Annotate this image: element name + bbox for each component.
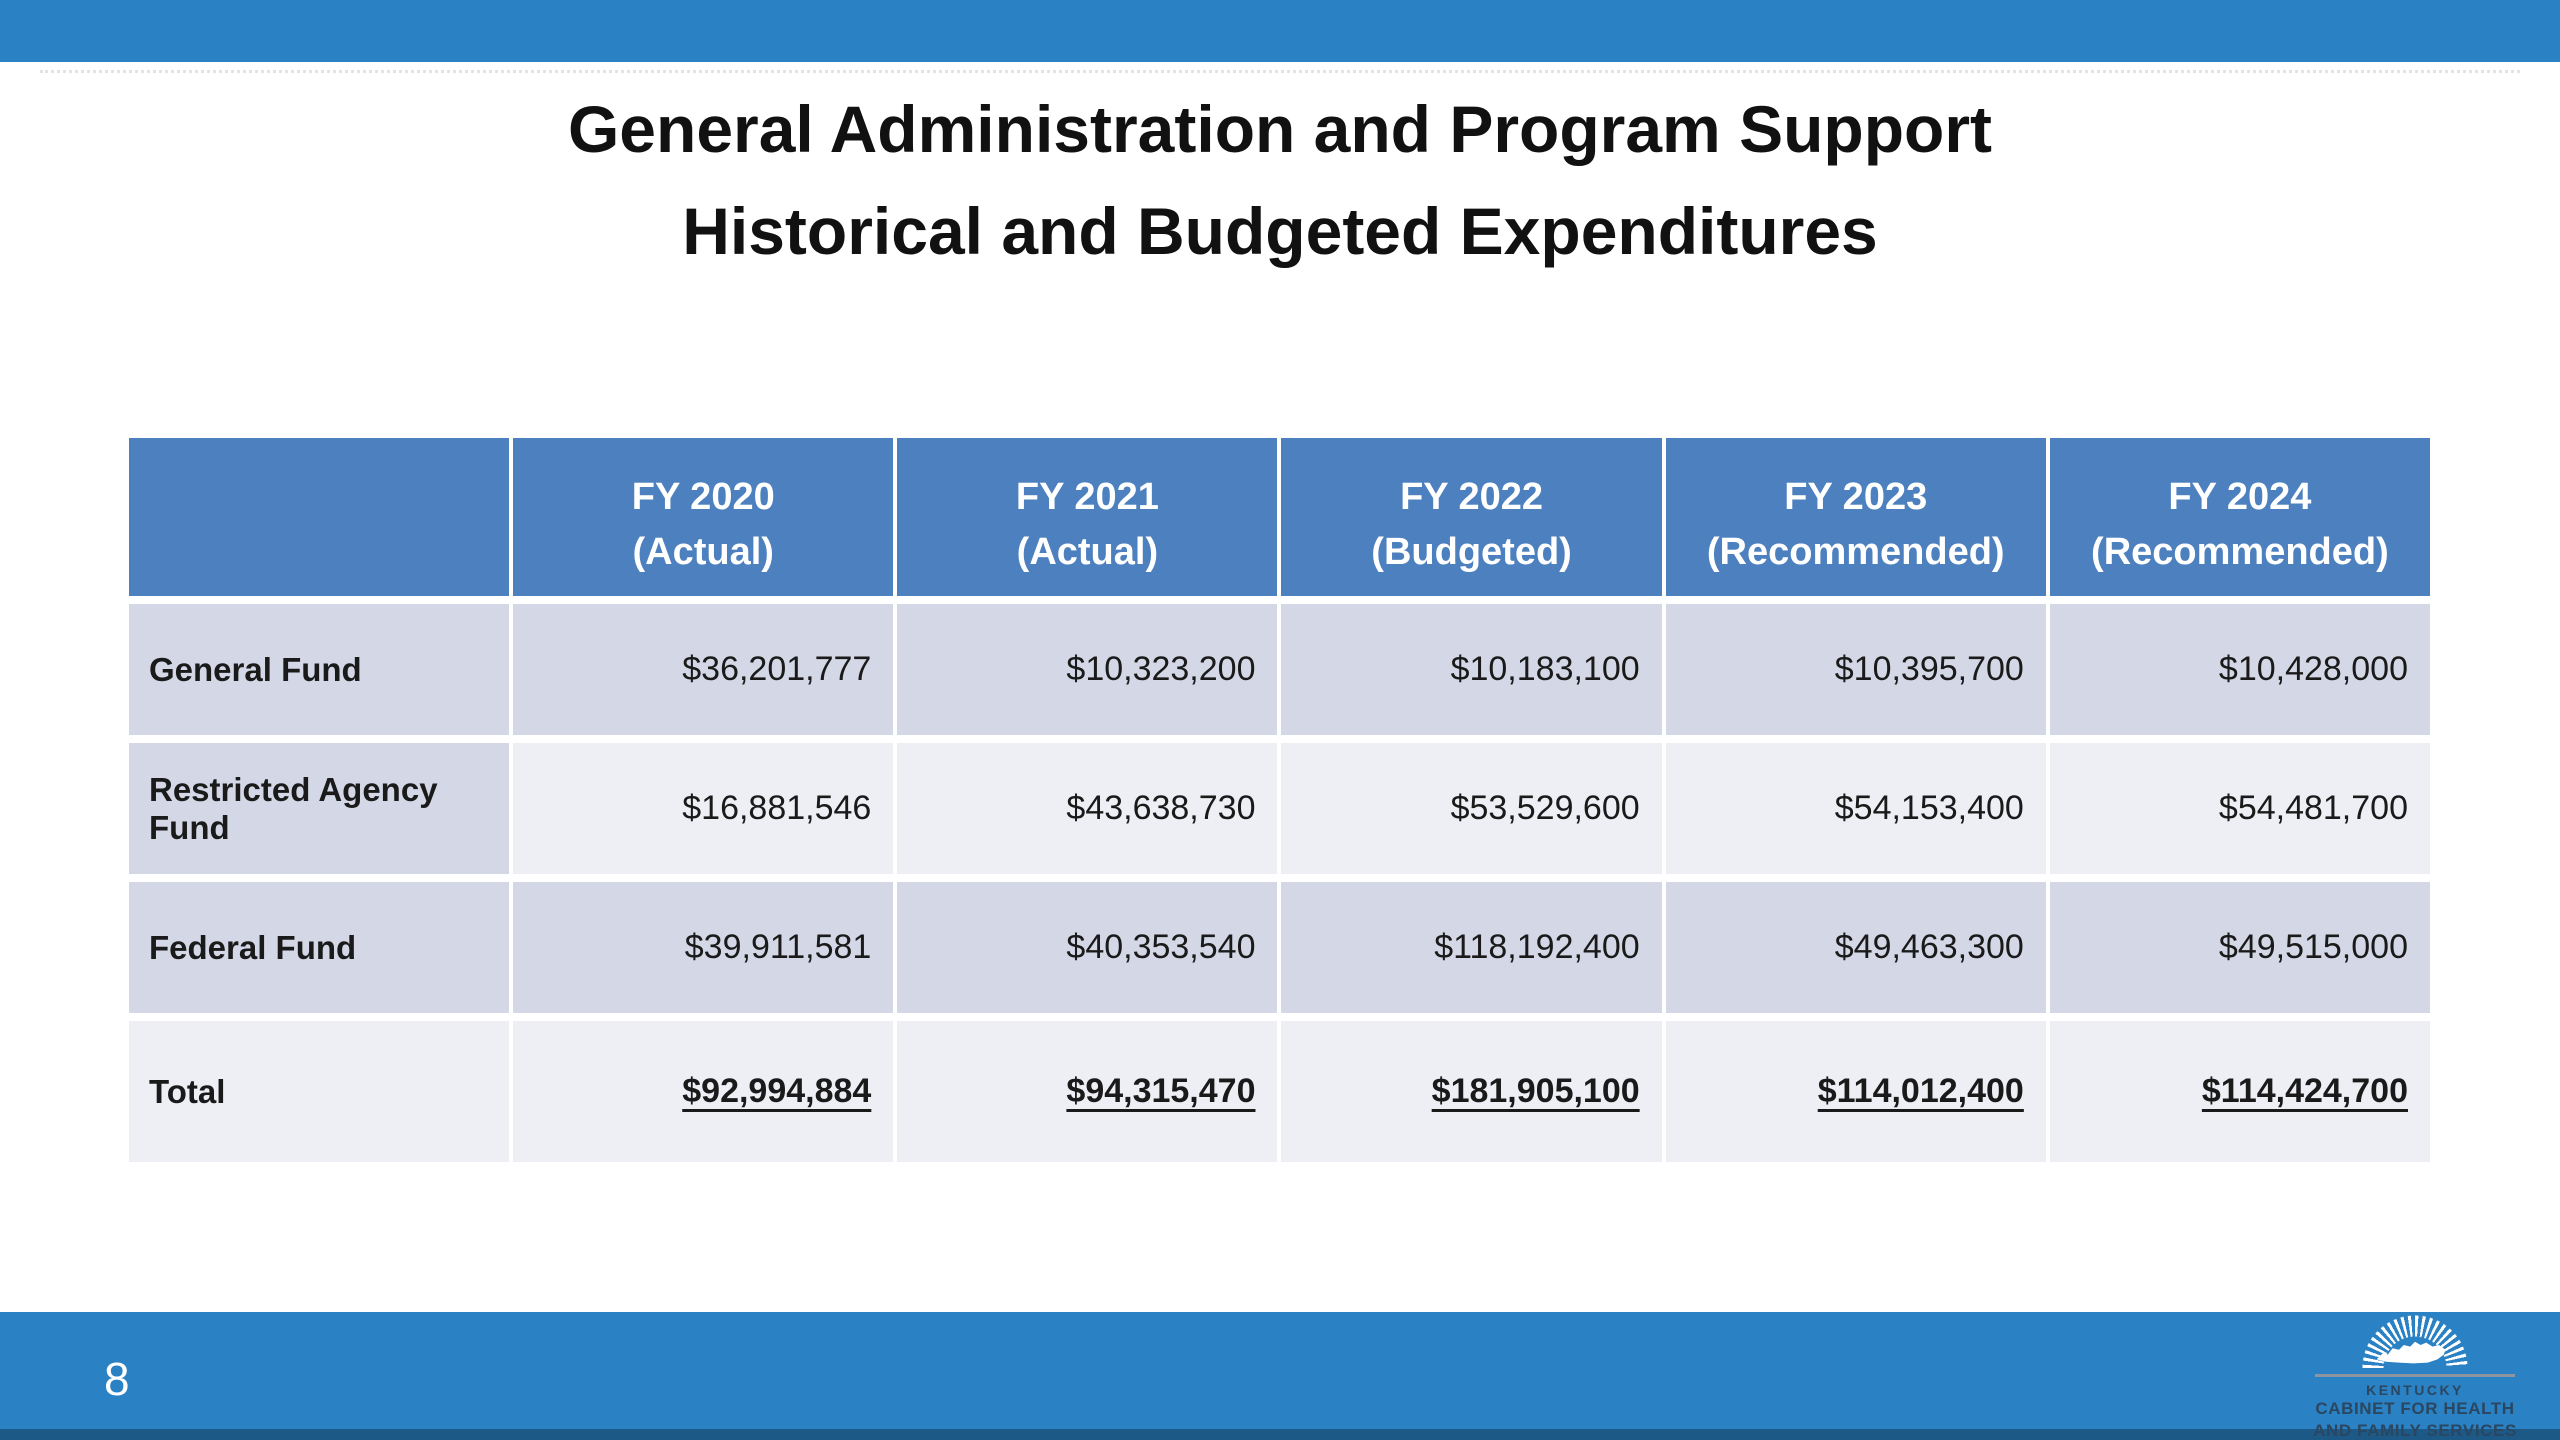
table-cell: $118,192,400 xyxy=(1281,882,1662,1013)
table-cell: $43,638,730 xyxy=(897,743,1278,874)
kentucky-state-icon xyxy=(2376,1341,2446,1364)
header-year: FY 2020 xyxy=(631,475,775,518)
row-label-restricted-agency-fund: Restricted Agency Fund xyxy=(129,743,510,874)
column-header-fy2021: FY 2021 (Actual) xyxy=(897,438,1278,596)
table-cell: $40,353,540 xyxy=(897,882,1278,1013)
table-cell: $49,515,000 xyxy=(2049,882,2430,1013)
top-accent-bar xyxy=(0,0,2560,62)
column-header-fy2023: FY 2023 (Recommended) xyxy=(1665,438,2046,596)
header-qualifier: (Budgeted) xyxy=(1371,531,1572,573)
title-line-1: General Administration and Program Suppo… xyxy=(567,92,1993,166)
table-total-cell: $92,994,884 xyxy=(513,1021,894,1162)
logo-text-cabinet: CABINET FOR HEALTH xyxy=(2315,1399,2515,1418)
table-cell: $10,428,000 xyxy=(2049,604,2430,735)
table-corner-cell xyxy=(129,438,510,596)
logo-text-services: AND FAMILY SERVICES xyxy=(2313,1421,2517,1440)
row-label-general-fund: General Fund xyxy=(129,604,510,735)
table-cell: $10,323,200 xyxy=(897,604,1278,735)
page-number: 8 xyxy=(104,1353,130,1405)
header-qualifier: (Recommended) xyxy=(2091,531,2389,573)
table-cell: $53,529,600 xyxy=(1281,743,1662,874)
row-label-total: Total xyxy=(129,1021,510,1162)
header-year: FY 2021 xyxy=(1015,475,1159,518)
table-total-cell: $114,012,400 xyxy=(1665,1021,2046,1162)
table-cell: $39,911,581 xyxy=(513,882,894,1013)
table-total-cell: $94,315,470 xyxy=(897,1021,1278,1162)
table-cell: $10,395,700 xyxy=(1665,604,2046,735)
title-line-2: Historical and Budgeted Expenditures xyxy=(682,194,1878,269)
column-header-fy2024: FY 2024 (Recommended) xyxy=(2049,438,2430,596)
header-year: FY 2022 xyxy=(1400,475,1544,518)
header-qualifier: (Recommended) xyxy=(1706,531,2005,573)
table-cell: $36,201,777 xyxy=(513,604,894,735)
slide-title: General Administration and Program Suppo… xyxy=(0,78,2560,283)
table-cell: $16,881,546 xyxy=(513,743,894,874)
table-cell: $10,183,100 xyxy=(1281,604,1662,735)
table-cell: $54,153,400 xyxy=(1665,743,2046,874)
column-header-fy2020: FY 2020 (Actual) xyxy=(513,438,894,596)
chfs-logo: KENTUCKY CABINET FOR HEALTH AND FAMILY S… xyxy=(2310,1314,2520,1440)
column-header-fy2022: FY 2022 (Budgeted) xyxy=(1281,438,1662,596)
header-year: FY 2023 xyxy=(1784,475,1928,518)
table-cell: $54,481,700 xyxy=(2049,743,2430,874)
expenditures-table: FY 2020 (Actual) FY 2021 (Actual) FY 202… xyxy=(129,438,2430,1162)
logo-divider-line xyxy=(2315,1374,2515,1377)
table-total-cell: $181,905,100 xyxy=(1281,1021,1662,1162)
table-cell: $49,463,300 xyxy=(1665,882,2046,1013)
header-year: FY 2024 xyxy=(2168,475,2312,518)
table-total-cell: $114,424,700 xyxy=(2049,1021,2430,1162)
header-qualifier: (Actual) xyxy=(632,531,774,573)
dotted-divider xyxy=(40,70,2520,73)
header-qualifier: (Actual) xyxy=(1016,531,1159,573)
logo-text-kentucky: KENTUCKY xyxy=(2366,1382,2464,1398)
kentucky-sunburst-icon xyxy=(2353,1314,2477,1368)
bottom-accent-bar: 8 KENTUCKY CABINET FOR HEALTH AND FAMILY… xyxy=(0,1312,2560,1440)
row-label-federal-fund: Federal Fund xyxy=(129,882,510,1013)
